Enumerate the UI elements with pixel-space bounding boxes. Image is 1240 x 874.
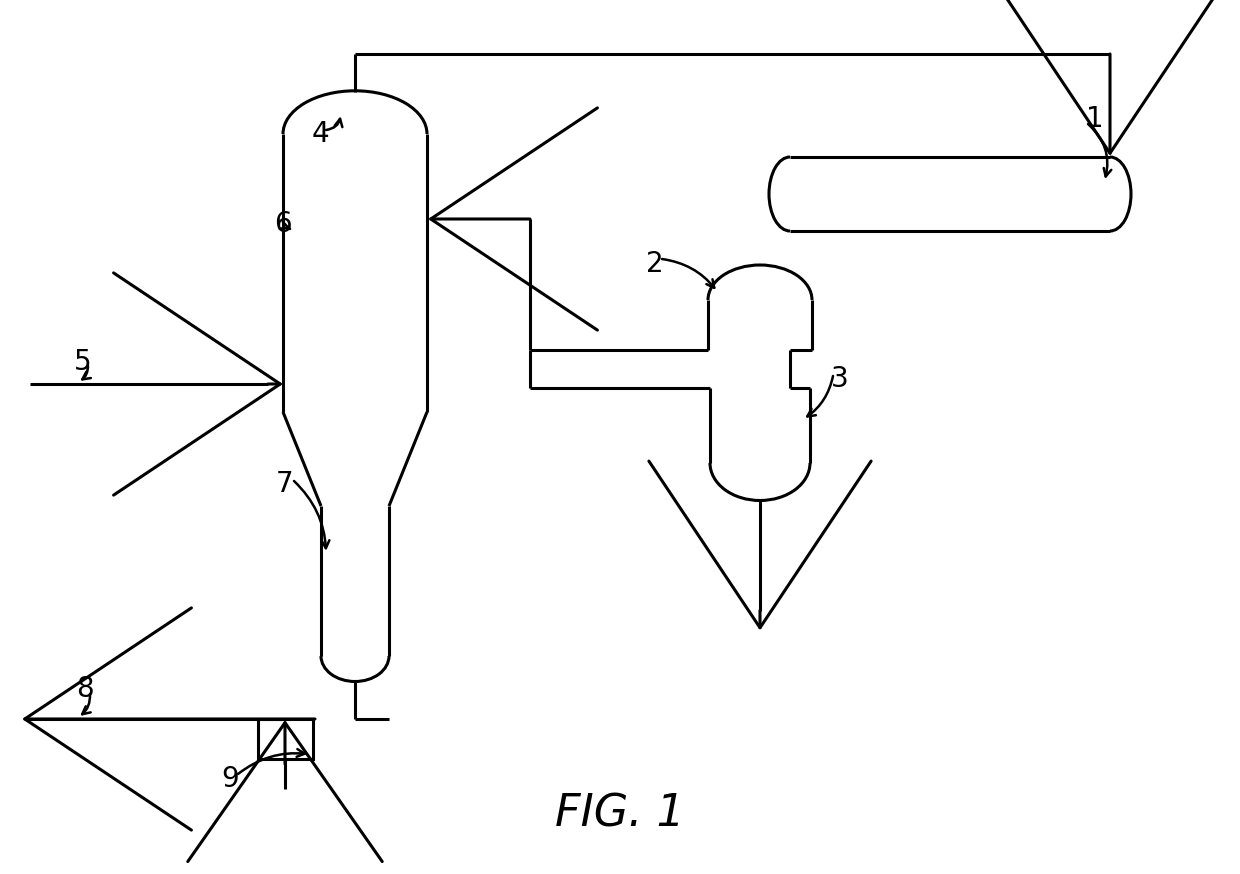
Bar <box>258 719 312 759</box>
Text: 9: 9 <box>221 765 239 793</box>
Text: 6: 6 <box>274 210 291 238</box>
Text: 3: 3 <box>831 365 849 393</box>
Text: FIG. 1: FIG. 1 <box>556 793 684 836</box>
Text: 7: 7 <box>277 470 294 498</box>
Text: 4: 4 <box>311 120 329 148</box>
Text: 2: 2 <box>646 250 663 278</box>
Text: 8: 8 <box>76 675 94 703</box>
Text: 1: 1 <box>1086 105 1104 133</box>
Text: 5: 5 <box>74 348 92 376</box>
